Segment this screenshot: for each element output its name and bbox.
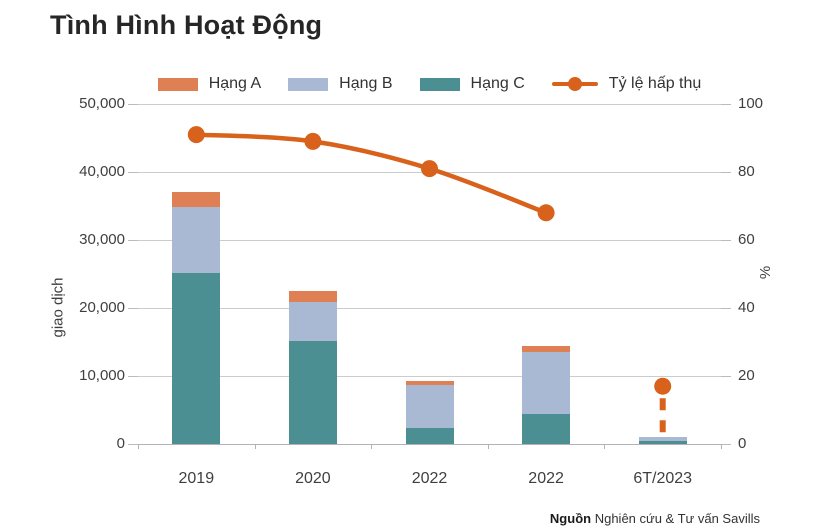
gridline: [138, 376, 721, 377]
gridline: [138, 240, 721, 241]
legend-label-hang-a: Hạng A: [208, 75, 262, 92]
left-axis-tick-label: 10,000: [79, 367, 125, 384]
left-axis-tick-label: 30,000: [79, 231, 125, 248]
left-axis-tick-label: 50,000: [79, 95, 125, 112]
gridline: [138, 444, 721, 445]
left-tick: [128, 104, 138, 105]
hang-b-swatch-icon: [288, 77, 329, 91]
right-tick: [721, 308, 731, 309]
right-axis-tick-label: 0: [738, 435, 747, 452]
x-axis-tick: [487, 444, 489, 449]
bar-segment-hạng-a: [288, 291, 337, 302]
hang-a-swatch-icon: [157, 77, 198, 91]
source-label: Nguồn: [549, 511, 592, 526]
bar-segment-hạng-c: [172, 273, 221, 444]
x-axis-label: 2022: [411, 470, 448, 487]
bar-segment-hạng-c: [638, 440, 687, 444]
left-tick: [128, 308, 138, 309]
right-axis-tick-label: 60: [738, 231, 755, 248]
legend: Hạng A Hạng B Hạng C Tỷ lệ hấp thụ: [138, 72, 721, 96]
source-note: Nguồn Nghiên cứu & Tư vấn Savills: [550, 511, 760, 526]
line-point-marker: [421, 160, 438, 178]
left-tick: [128, 240, 138, 241]
right-axis-tick-label: 40: [738, 299, 755, 316]
legend-label-hang-c: Hạng C: [470, 75, 525, 92]
bar-segment-hạng-b: [522, 351, 571, 415]
left-tick: [128, 444, 138, 445]
absorption-line-layer: [187, 126, 672, 440]
legend-item-hang-b: Hạng B: [288, 75, 393, 93]
legend-label-hang-b: Hạng B: [339, 75, 393, 92]
legend-item-hang-a: Hạng A: [157, 75, 262, 93]
bar-segment-hạng-c: [288, 341, 337, 444]
source-text: Nghiên cứu & Tư vấn Savills: [594, 511, 760, 526]
right-tick: [721, 240, 731, 241]
line-point-marker: [654, 377, 672, 395]
right-axis-tick-label: 20: [738, 367, 755, 384]
bar-segment-hạng-b: [405, 384, 454, 429]
x-axis-label: 2019: [178, 470, 215, 487]
bar-segment-hạng-b: [288, 301, 337, 342]
right-tick: [721, 172, 731, 173]
gridline: [138, 308, 721, 309]
bar-segment-hạng-a: [522, 346, 571, 352]
left-tick: [128, 172, 138, 173]
right-tick: [721, 376, 731, 377]
x-axis-label: 2022: [528, 470, 564, 487]
legend-label-ty-le-hap-thu: Tỷ lệ hấp thụ: [608, 75, 702, 92]
line-marker-icon: [551, 77, 598, 91]
bar-segment-hạng-b: [172, 207, 221, 274]
x-axis-tick: [604, 444, 606, 449]
x-axis-tick: [721, 444, 722, 449]
dot-symbol: [567, 77, 582, 91]
bar-segment-hạng-a: [405, 381, 454, 385]
right-tick: [721, 444, 731, 445]
line-point-marker: [537, 204, 555, 222]
line-point-marker: [304, 132, 322, 150]
bar-segment-hạng-b: [638, 436, 687, 441]
right-axis-title: %: [757, 265, 775, 280]
x-axis-tick: [371, 444, 373, 449]
left-axis-tick-label: 0: [116, 435, 125, 452]
right-axis-tick-label: 80: [738, 163, 755, 180]
page-title: Tình Hình Hoạt Động: [50, 10, 323, 40]
left-axis-tick-label: 40,000: [79, 163, 125, 180]
hang-c-swatch-icon: [419, 77, 460, 91]
legend-item-ty-le-hap-thu: Tỷ lệ hấp thụ: [551, 75, 702, 93]
left-tick: [128, 376, 138, 377]
right-tick: [721, 104, 731, 105]
right-axis-tick-label: 100: [738, 95, 764, 112]
line-point-marker: [187, 126, 205, 144]
x-axis-tick: [254, 444, 256, 449]
gridline: [138, 104, 721, 105]
left-axis-tick-label: 20,000: [79, 299, 125, 316]
x-axis-tick: [138, 444, 139, 449]
x-axis-label: 6T/2023: [633, 470, 693, 487]
absorption-line: [194, 132, 549, 216]
bar-segment-hạng-c: [522, 414, 571, 444]
bar-segment-hạng-c: [405, 428, 454, 444]
x-axis-label: 2020: [295, 470, 331, 487]
bar-segment-hạng-a: [172, 191, 221, 208]
legend-item-hang-c: Hạng C: [419, 75, 525, 93]
